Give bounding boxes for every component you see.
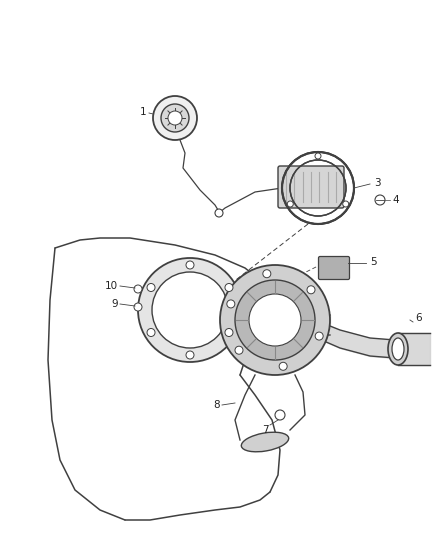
Text: 4: 4 [392, 195, 399, 205]
Circle shape [263, 270, 271, 278]
Circle shape [375, 195, 385, 205]
Circle shape [227, 300, 235, 308]
Circle shape [161, 104, 189, 132]
Circle shape [249, 294, 301, 346]
Circle shape [287, 201, 293, 207]
Ellipse shape [392, 338, 404, 360]
Circle shape [307, 286, 315, 294]
FancyBboxPatch shape [318, 256, 350, 279]
Circle shape [138, 258, 242, 362]
Text: 10: 10 [105, 281, 118, 291]
Text: 6: 6 [415, 313, 422, 323]
Circle shape [235, 280, 315, 360]
Circle shape [343, 201, 349, 207]
Ellipse shape [388, 333, 408, 365]
Circle shape [315, 153, 321, 159]
Circle shape [225, 328, 233, 336]
Circle shape [153, 96, 197, 140]
Circle shape [134, 303, 142, 311]
Circle shape [275, 410, 285, 420]
FancyBboxPatch shape [278, 166, 344, 208]
Circle shape [215, 209, 223, 217]
Circle shape [134, 285, 142, 293]
Circle shape [279, 362, 287, 370]
Circle shape [147, 284, 155, 292]
Circle shape [152, 272, 228, 348]
Circle shape [220, 265, 330, 375]
Text: 9: 9 [111, 299, 118, 309]
Text: 3: 3 [374, 178, 381, 188]
Circle shape [147, 328, 155, 336]
Text: 5: 5 [370, 257, 377, 267]
Circle shape [186, 261, 194, 269]
Circle shape [225, 284, 233, 292]
Circle shape [235, 346, 243, 354]
Circle shape [168, 111, 182, 125]
Circle shape [186, 351, 194, 359]
Circle shape [315, 332, 323, 340]
Text: 8: 8 [213, 400, 220, 410]
Ellipse shape [241, 432, 289, 452]
Text: 1: 1 [140, 107, 146, 117]
Text: 7: 7 [261, 425, 268, 435]
